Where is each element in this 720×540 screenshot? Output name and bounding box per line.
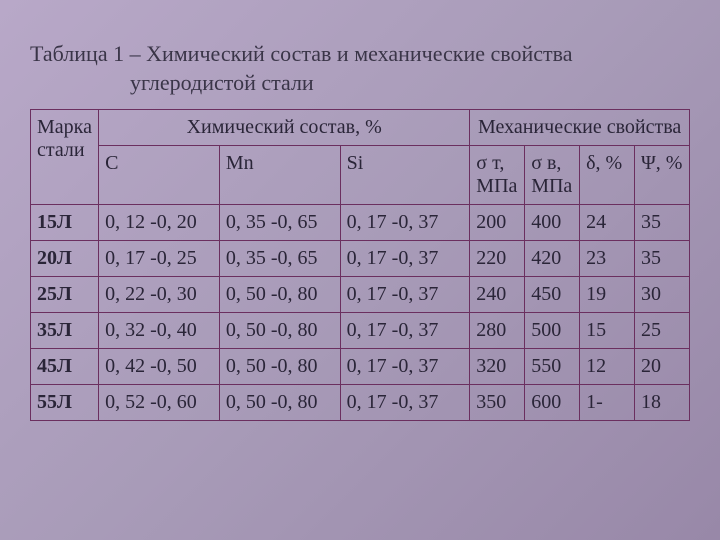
cell-st: 200 xyxy=(470,205,525,241)
header-row-2: C Mn Si σ т, МПа σ в, МПа δ, % Ψ, % xyxy=(31,146,690,205)
cell-c: 0, 42 -0, 50 xyxy=(99,349,220,385)
cell-c: 0, 22 -0, 30 xyxy=(99,277,220,313)
table-row: 25Л 0, 22 -0, 30 0, 50 -0, 80 0, 17 -0, … xyxy=(31,277,690,313)
cell-si: 0, 17 -0, 37 xyxy=(340,241,470,277)
cell-c: 0, 32 -0, 40 xyxy=(99,313,220,349)
cell-d: 24 xyxy=(580,205,635,241)
hdr-mn: Mn xyxy=(219,146,340,205)
table-row: 35Л 0, 32 -0, 40 0, 50 -0, 80 0, 17 -0, … xyxy=(31,313,690,349)
cell-mn: 0, 50 -0, 80 xyxy=(219,277,340,313)
cell-st: 240 xyxy=(470,277,525,313)
cell-sv: 450 xyxy=(525,277,580,313)
hdr-sigma-t: σ т, МПа xyxy=(470,146,525,205)
cell-sv: 500 xyxy=(525,313,580,349)
cell-sv: 550 xyxy=(525,349,580,385)
cell-p: 25 xyxy=(635,313,690,349)
table-row: 55Л 0, 52 -0, 60 0, 50 -0, 80 0, 17 -0, … xyxy=(31,385,690,421)
table-row: 15Л 0, 12 -0, 20 0, 35 -0, 65 0, 17 -0, … xyxy=(31,205,690,241)
cell-si: 0, 17 -0, 37 xyxy=(340,205,470,241)
hdr-delta: δ, % xyxy=(580,146,635,205)
cell-d: 12 xyxy=(580,349,635,385)
cell-mark: 35Л xyxy=(31,313,99,349)
hdr-si: Si xyxy=(340,146,470,205)
table-row: 45Л 0, 42 -0, 50 0, 50 -0, 80 0, 17 -0, … xyxy=(31,349,690,385)
cell-mn: 0, 50 -0, 80 xyxy=(219,349,340,385)
cell-sv: 420 xyxy=(525,241,580,277)
cell-st: 220 xyxy=(470,241,525,277)
cell-d: 15 xyxy=(580,313,635,349)
cell-mark: 55Л xyxy=(31,385,99,421)
cell-si: 0, 17 -0, 37 xyxy=(340,277,470,313)
header-row-1: Марка стали Химический состав, % Механич… xyxy=(31,110,690,146)
cell-mn: 0, 35 -0, 65 xyxy=(219,241,340,277)
steel-table: Марка стали Химический состав, % Механич… xyxy=(30,109,690,421)
cell-mn: 0, 50 -0, 80 xyxy=(219,385,340,421)
cell-p: 18 xyxy=(635,385,690,421)
cell-d: 1- xyxy=(580,385,635,421)
cell-st: 280 xyxy=(470,313,525,349)
cell-mark: 20Л xyxy=(31,241,99,277)
table-caption: Таблица 1 – Химический состав и механиче… xyxy=(30,40,690,97)
cell-si: 0, 17 -0, 37 xyxy=(340,385,470,421)
cell-si: 0, 17 -0, 37 xyxy=(340,313,470,349)
hdr-mark: Марка стали xyxy=(31,110,99,205)
cell-mn: 0, 50 -0, 80 xyxy=(219,313,340,349)
cell-d: 23 xyxy=(580,241,635,277)
cell-sv: 600 xyxy=(525,385,580,421)
cell-c: 0, 17 -0, 25 xyxy=(99,241,220,277)
table-row: 20Л 0, 17 -0, 25 0, 35 -0, 65 0, 17 -0, … xyxy=(31,241,690,277)
caption-line2: углеродистой стали xyxy=(30,70,314,95)
hdr-psi: Ψ, % xyxy=(635,146,690,205)
cell-c: 0, 52 -0, 60 xyxy=(99,385,220,421)
cell-p: 20 xyxy=(635,349,690,385)
cell-mark: 25Л xyxy=(31,277,99,313)
hdr-mech: Механические свойства xyxy=(470,110,690,146)
cell-p: 30 xyxy=(635,277,690,313)
cell-st: 350 xyxy=(470,385,525,421)
cell-c: 0, 12 -0, 20 xyxy=(99,205,220,241)
cell-si: 0, 17 -0, 37 xyxy=(340,349,470,385)
caption-line1: Таблица 1 – Химический состав и механиче… xyxy=(30,41,573,66)
cell-d: 19 xyxy=(580,277,635,313)
cell-p: 35 xyxy=(635,241,690,277)
hdr-chem: Химический состав, % xyxy=(99,110,470,146)
hdr-sigma-v: σ в, МПа xyxy=(525,146,580,205)
cell-p: 35 xyxy=(635,205,690,241)
cell-sv: 400 xyxy=(525,205,580,241)
cell-st: 320 xyxy=(470,349,525,385)
hdr-c: C xyxy=(99,146,220,205)
cell-mark: 45Л xyxy=(31,349,99,385)
cell-mark: 15Л xyxy=(31,205,99,241)
cell-mn: 0, 35 -0, 65 xyxy=(219,205,340,241)
